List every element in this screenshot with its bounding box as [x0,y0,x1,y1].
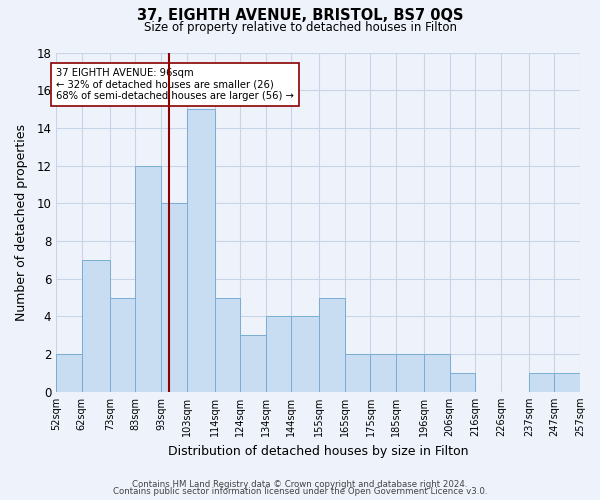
Bar [240,336,266,392]
Text: Contains public sector information licensed under the Open Government Licence v3: Contains public sector information licen… [113,487,487,496]
Bar [215,298,240,392]
Bar [187,109,215,392]
Bar [161,204,187,392]
Bar [266,316,291,392]
Bar [554,373,580,392]
Bar [580,373,600,392]
Bar [449,373,475,392]
Text: Contains HM Land Registry data © Crown copyright and database right 2024.: Contains HM Land Registry data © Crown c… [132,480,468,489]
Bar [82,260,110,392]
Bar [529,373,554,392]
Bar [291,316,319,392]
Bar [370,354,396,392]
Bar [136,166,161,392]
Bar [110,298,136,392]
Text: 37 EIGHTH AVENUE: 96sqm
← 32% of detached houses are smaller (26)
68% of semi-de: 37 EIGHTH AVENUE: 96sqm ← 32% of detache… [56,68,294,101]
Text: 37, EIGHTH AVENUE, BRISTOL, BS7 0QS: 37, EIGHTH AVENUE, BRISTOL, BS7 0QS [137,8,463,22]
Bar [319,298,345,392]
Bar [424,354,449,392]
Bar [396,354,424,392]
Bar [345,354,370,392]
Y-axis label: Number of detached properties: Number of detached properties [15,124,28,320]
Text: Size of property relative to detached houses in Filton: Size of property relative to detached ho… [143,21,457,34]
X-axis label: Distribution of detached houses by size in Filton: Distribution of detached houses by size … [168,444,469,458]
Bar [56,354,82,392]
